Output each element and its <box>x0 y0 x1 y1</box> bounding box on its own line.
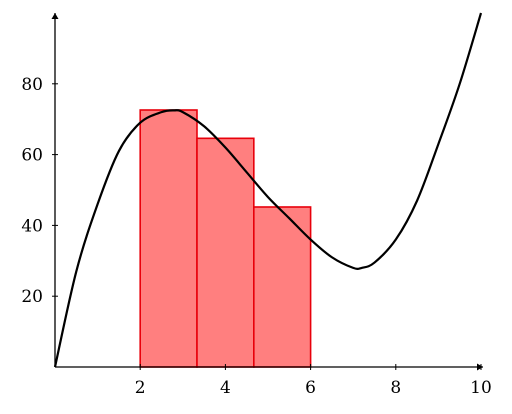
x-tick-label-2: 2 <box>135 378 146 398</box>
bar-2 <box>196 137 255 368</box>
bar-3 <box>253 206 312 368</box>
x-tick-label-4: 4 <box>220 378 231 398</box>
curve-layer <box>53 12 483 368</box>
y-tick-label-80: 80 <box>21 75 43 95</box>
y-tick-label-60: 60 <box>21 146 43 166</box>
curve-line <box>53 12 483 368</box>
bars-layer <box>139 109 312 368</box>
axes-layer <box>51 13 483 371</box>
y-tick-label-40: 40 <box>21 216 43 236</box>
ticks-layer: 2 4 6 8 10 20 40 60 80 <box>21 75 491 398</box>
x-tick-label-8: 8 <box>390 378 401 398</box>
y-tick-label-20: 20 <box>21 287 43 307</box>
x-tick-label-6: 6 <box>305 378 316 398</box>
x-axis-arrow <box>477 363 483 371</box>
bar-1 <box>139 109 198 368</box>
x-tick-label-10: 10 <box>470 378 492 398</box>
y-axis-arrow <box>51 13 59 19</box>
